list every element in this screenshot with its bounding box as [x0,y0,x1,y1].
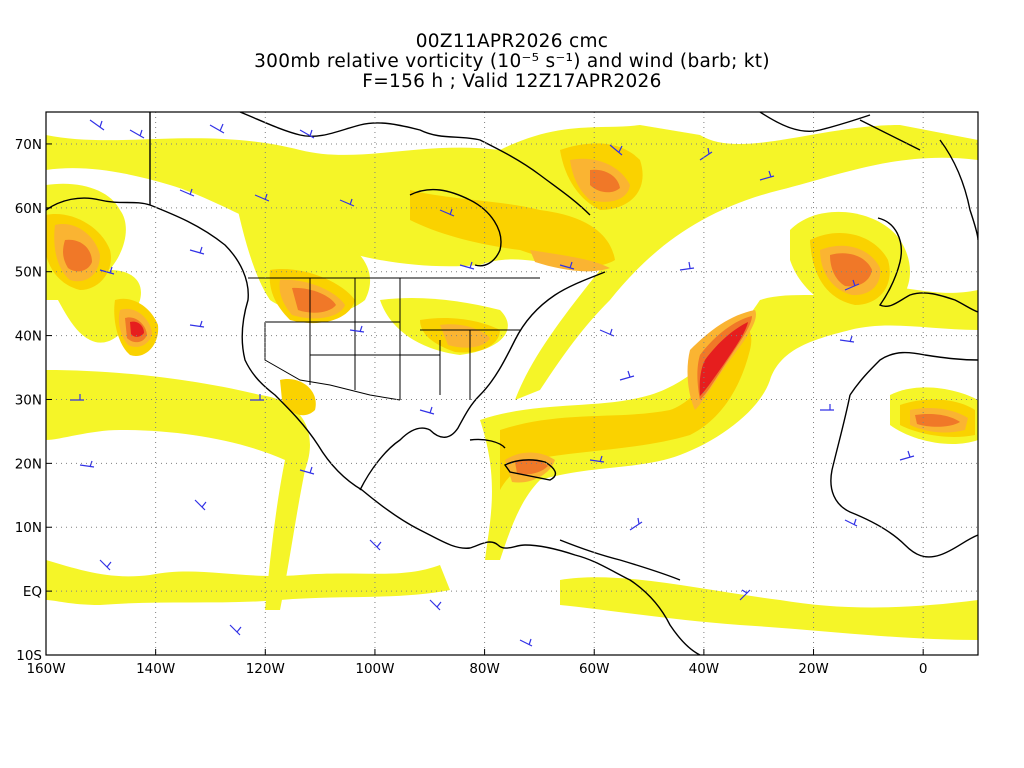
lat-tick-label: 30N [15,392,42,408]
lat-tick-label: EQ [23,584,42,600]
lon-tick-label: 100W [355,661,394,677]
longitude-labels: 160W 140W 120W 100W 80W 60W 40W 20W 0 [26,661,927,677]
lon-tick-label: 80W [469,661,500,677]
graticule [46,112,978,655]
lon-tick-label: 60W [579,661,610,677]
lon-tick-label: 140W [136,661,175,677]
lon-tick-label: 0 [919,661,928,677]
lat-tick-label: 60N [15,201,42,217]
wind-barbs [70,119,915,647]
map-title: 00Z11APR2026 cmc 300mb relative vorticit… [0,32,1024,92]
lat-tick-label: 20N [15,456,42,472]
title-valid: F=156 h ; Valid 12Z17APR2026 [362,71,662,92]
vorticity-level1 [46,125,978,640]
plot-frame [45,111,979,656]
lat-tick-label: 10N [15,520,42,536]
title-run: 00Z11APR2026 cmc [415,31,609,52]
lon-tick-label: 160W [26,661,65,677]
lon-tick-label: 20W [798,661,829,677]
axis-ticks [45,143,924,656]
coastlines [46,112,978,655]
lon-tick-label: 120W [246,661,285,677]
title-field: 300mb relative vorticity (10⁻⁵ s⁻¹) and … [254,51,770,72]
latitude-labels: 70N 60N 50N 40N 30N 20N 10N EQ 10S [15,137,42,664]
lat-tick-label: 50N [15,265,42,281]
lat-tick-label: 40N [15,329,42,345]
lat-tick-label: 70N [15,137,42,153]
lat-tick-label: 10S [16,648,42,664]
lon-tick-label: 40W [689,661,720,677]
political-borders [248,277,540,401]
vorticity-level5 [130,321,748,396]
